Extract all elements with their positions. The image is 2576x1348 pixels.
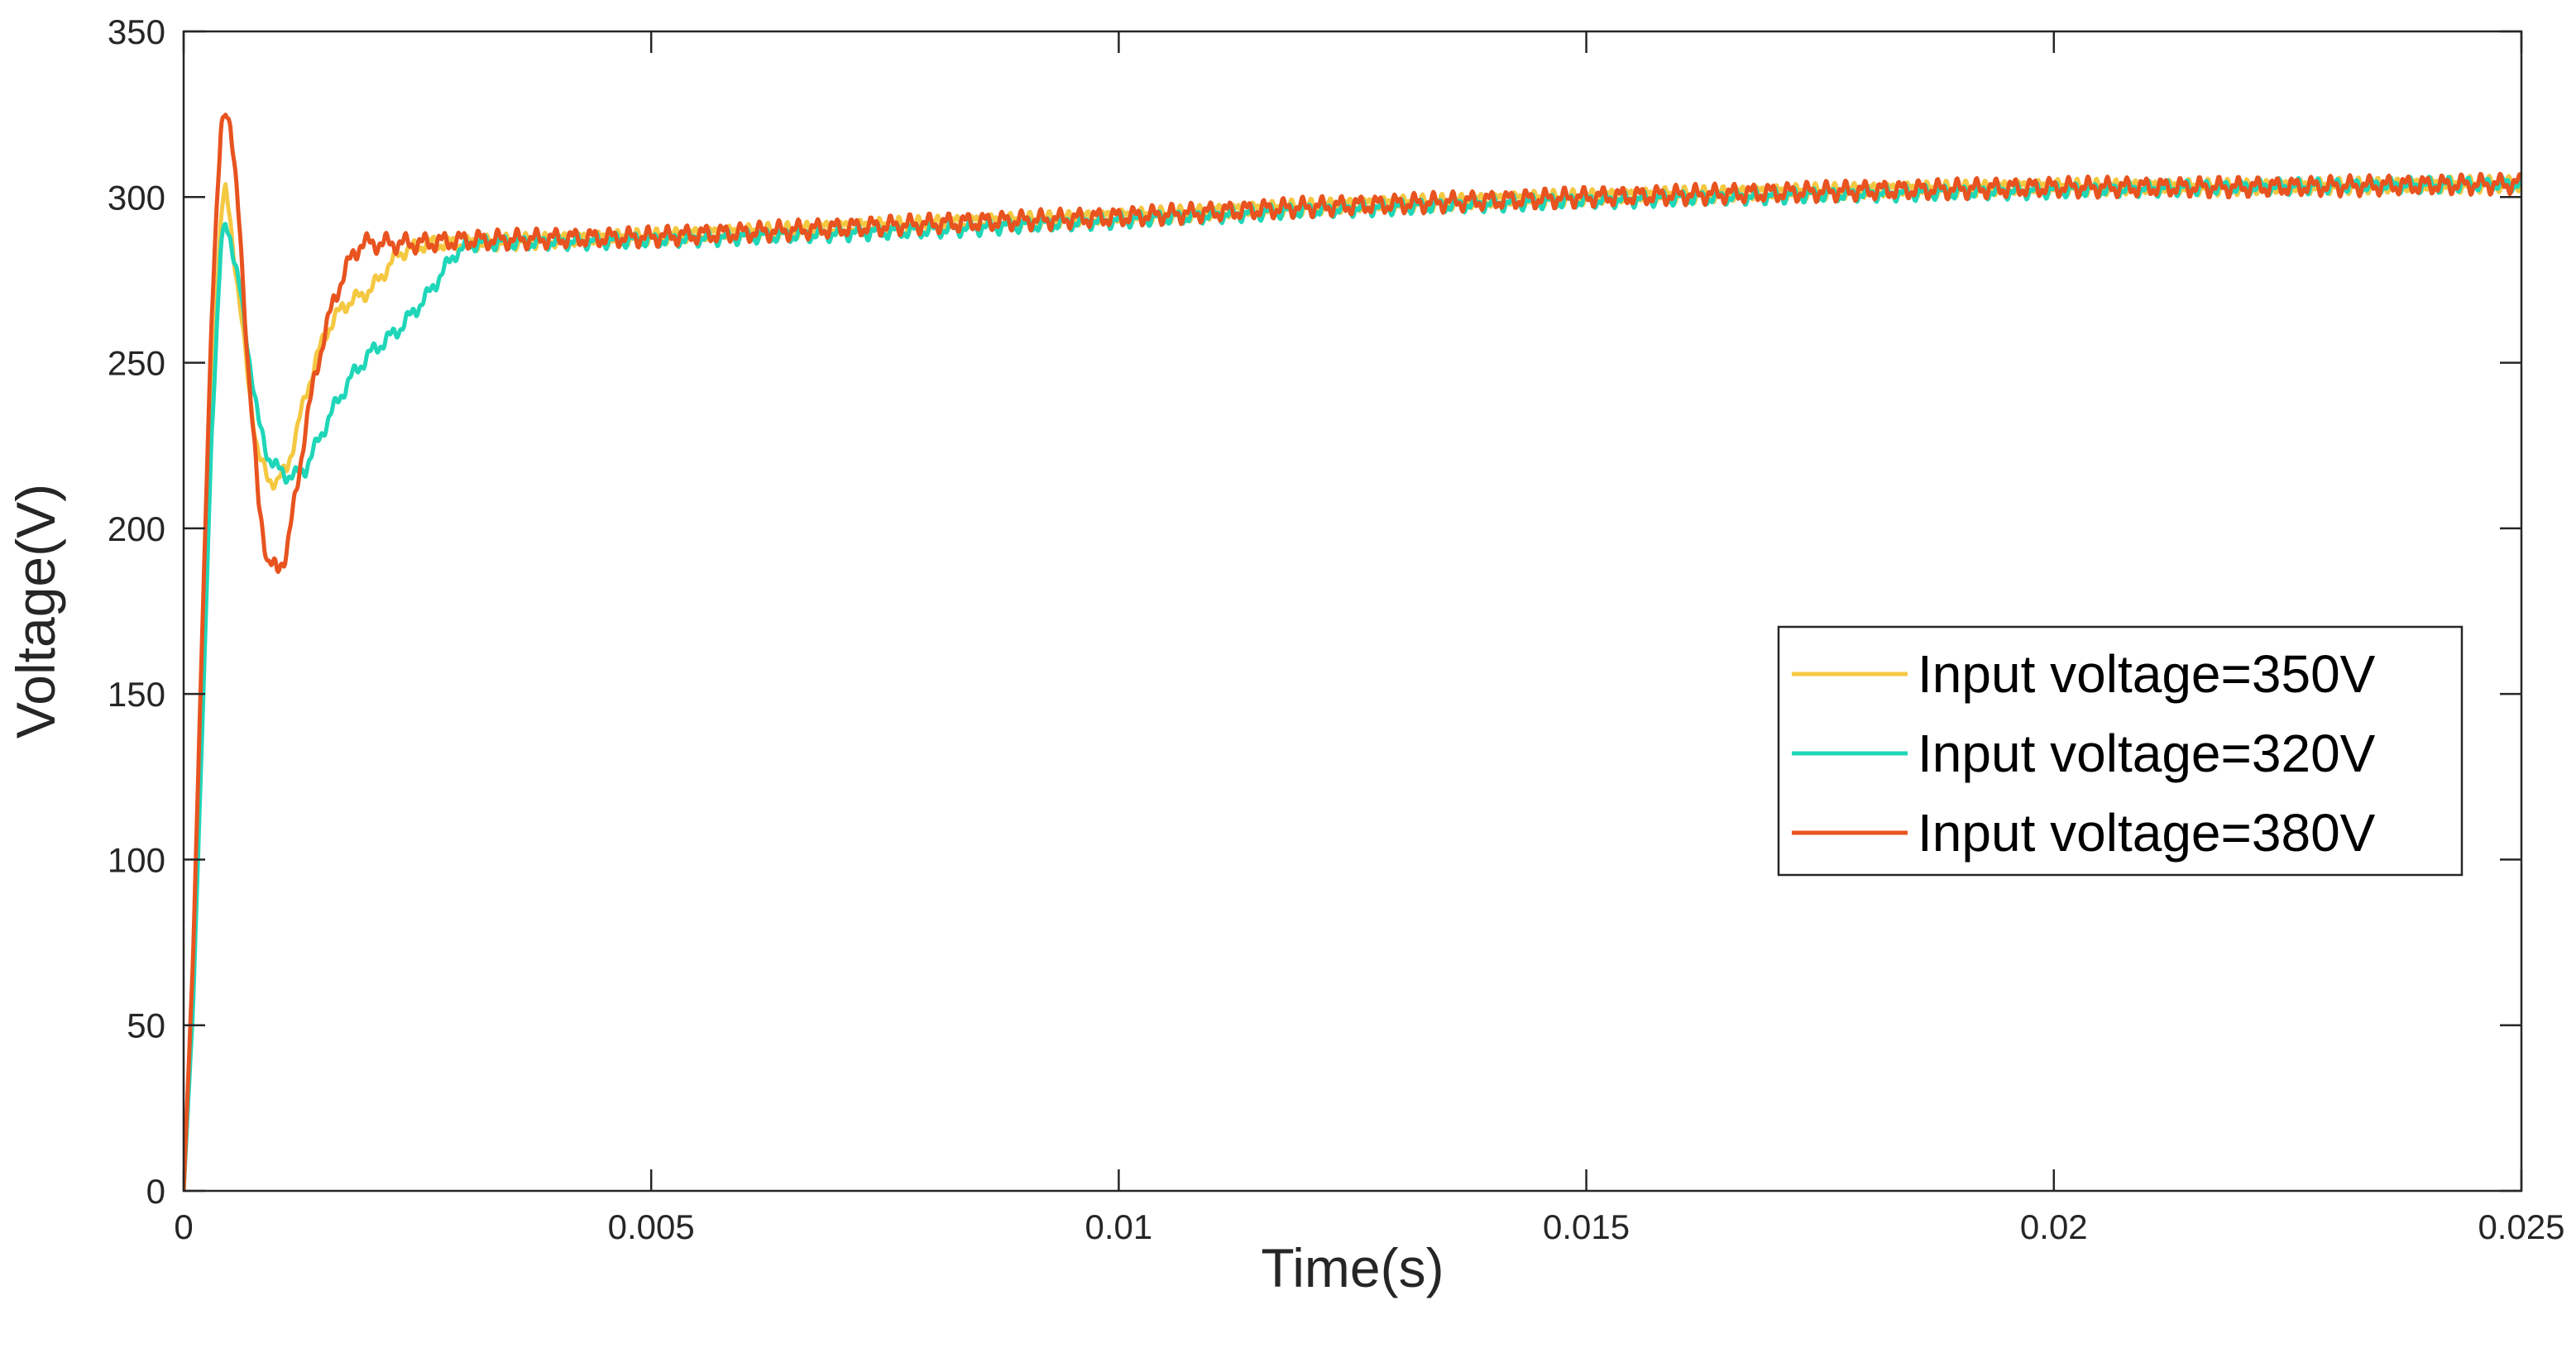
y-tick-label: 100 <box>108 840 165 879</box>
legend-label: Input voltage=380V <box>1918 803 2376 863</box>
x-axis-title: Time(s) <box>1261 1237 1444 1298</box>
x-tick-label: 0.015 <box>1543 1207 1630 1246</box>
legend-label: Input voltage=320V <box>1918 724 2376 783</box>
y-tick-label: 300 <box>108 178 165 217</box>
x-tick-label: 0 <box>174 1207 193 1246</box>
axes-layer: 0 0.005 0.01 0.015 0.02 0.025 0 50 100 150 200 250 3… <box>108 12 2565 1246</box>
x-tick-label: 0.01 <box>1085 1207 1153 1246</box>
plot-area-frame <box>182 30 2523 1193</box>
legend-label: Input voltage=350V <box>1918 644 2376 704</box>
y-tick-label: 250 <box>108 344 165 383</box>
y-tick-label: 350 <box>108 12 165 51</box>
series-layer <box>184 112 2521 1191</box>
legend: Input voltage=350V Input voltage=320V Inpu… <box>1777 625 2463 877</box>
series-line <box>184 112 2521 1191</box>
x-tick-label: 0.025 <box>2478 1207 2564 1246</box>
y-tick-label: 200 <box>108 509 165 548</box>
y-tick-label: 150 <box>108 675 165 714</box>
y-axis-title: Voltage(V) <box>5 484 66 739</box>
x-tick-label: 0.02 <box>2020 1207 2088 1246</box>
y-tick-label: 50 <box>127 1006 165 1045</box>
y-tick-label: 0 <box>146 1172 165 1211</box>
x-tick-label: 0.005 <box>608 1207 695 1246</box>
